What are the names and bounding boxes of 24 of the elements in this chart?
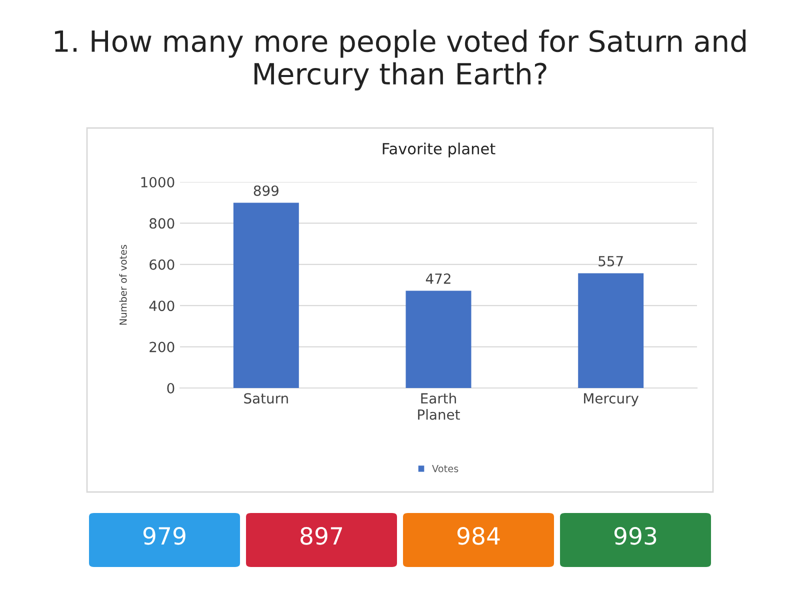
text: 897: [300, 526, 342, 545]
legend-label: Votes: [432, 465, 458, 472]
x-tick-label: Earth: [421, 392, 456, 404]
x-axis-title: Planet: [418, 409, 460, 420]
y-tick-label: 200: [150, 342, 174, 352]
chart-title: 1. How many more people voted for Saturn and Mercury than Earth?: [55, 30, 746, 90]
y-tick-label: 400: [149, 300, 174, 312]
data-label: 899: [254, 185, 278, 196]
text: 984: [457, 526, 500, 545]
bar: [233, 202, 299, 388]
x-tick-label: Saturn: [244, 393, 288, 404]
x-tick-label: Mercury: [584, 393, 639, 406]
y-tick-label: 1000: [141, 176, 174, 188]
y-tick-label: 800: [150, 218, 174, 229]
y-tick-label: 600: [150, 259, 174, 270]
y-tick-label: 0: [167, 382, 174, 394]
text: 979: [143, 526, 186, 545]
y-axis-title: Number of votes: [119, 244, 127, 325]
bar: [406, 290, 472, 388]
text: 993: [614, 526, 656, 545]
chart-subtitle: Favorite planet: [382, 142, 496, 158]
bar: [578, 273, 644, 388]
data-label: 557: [598, 256, 623, 266]
data-label: 472: [426, 273, 450, 284]
